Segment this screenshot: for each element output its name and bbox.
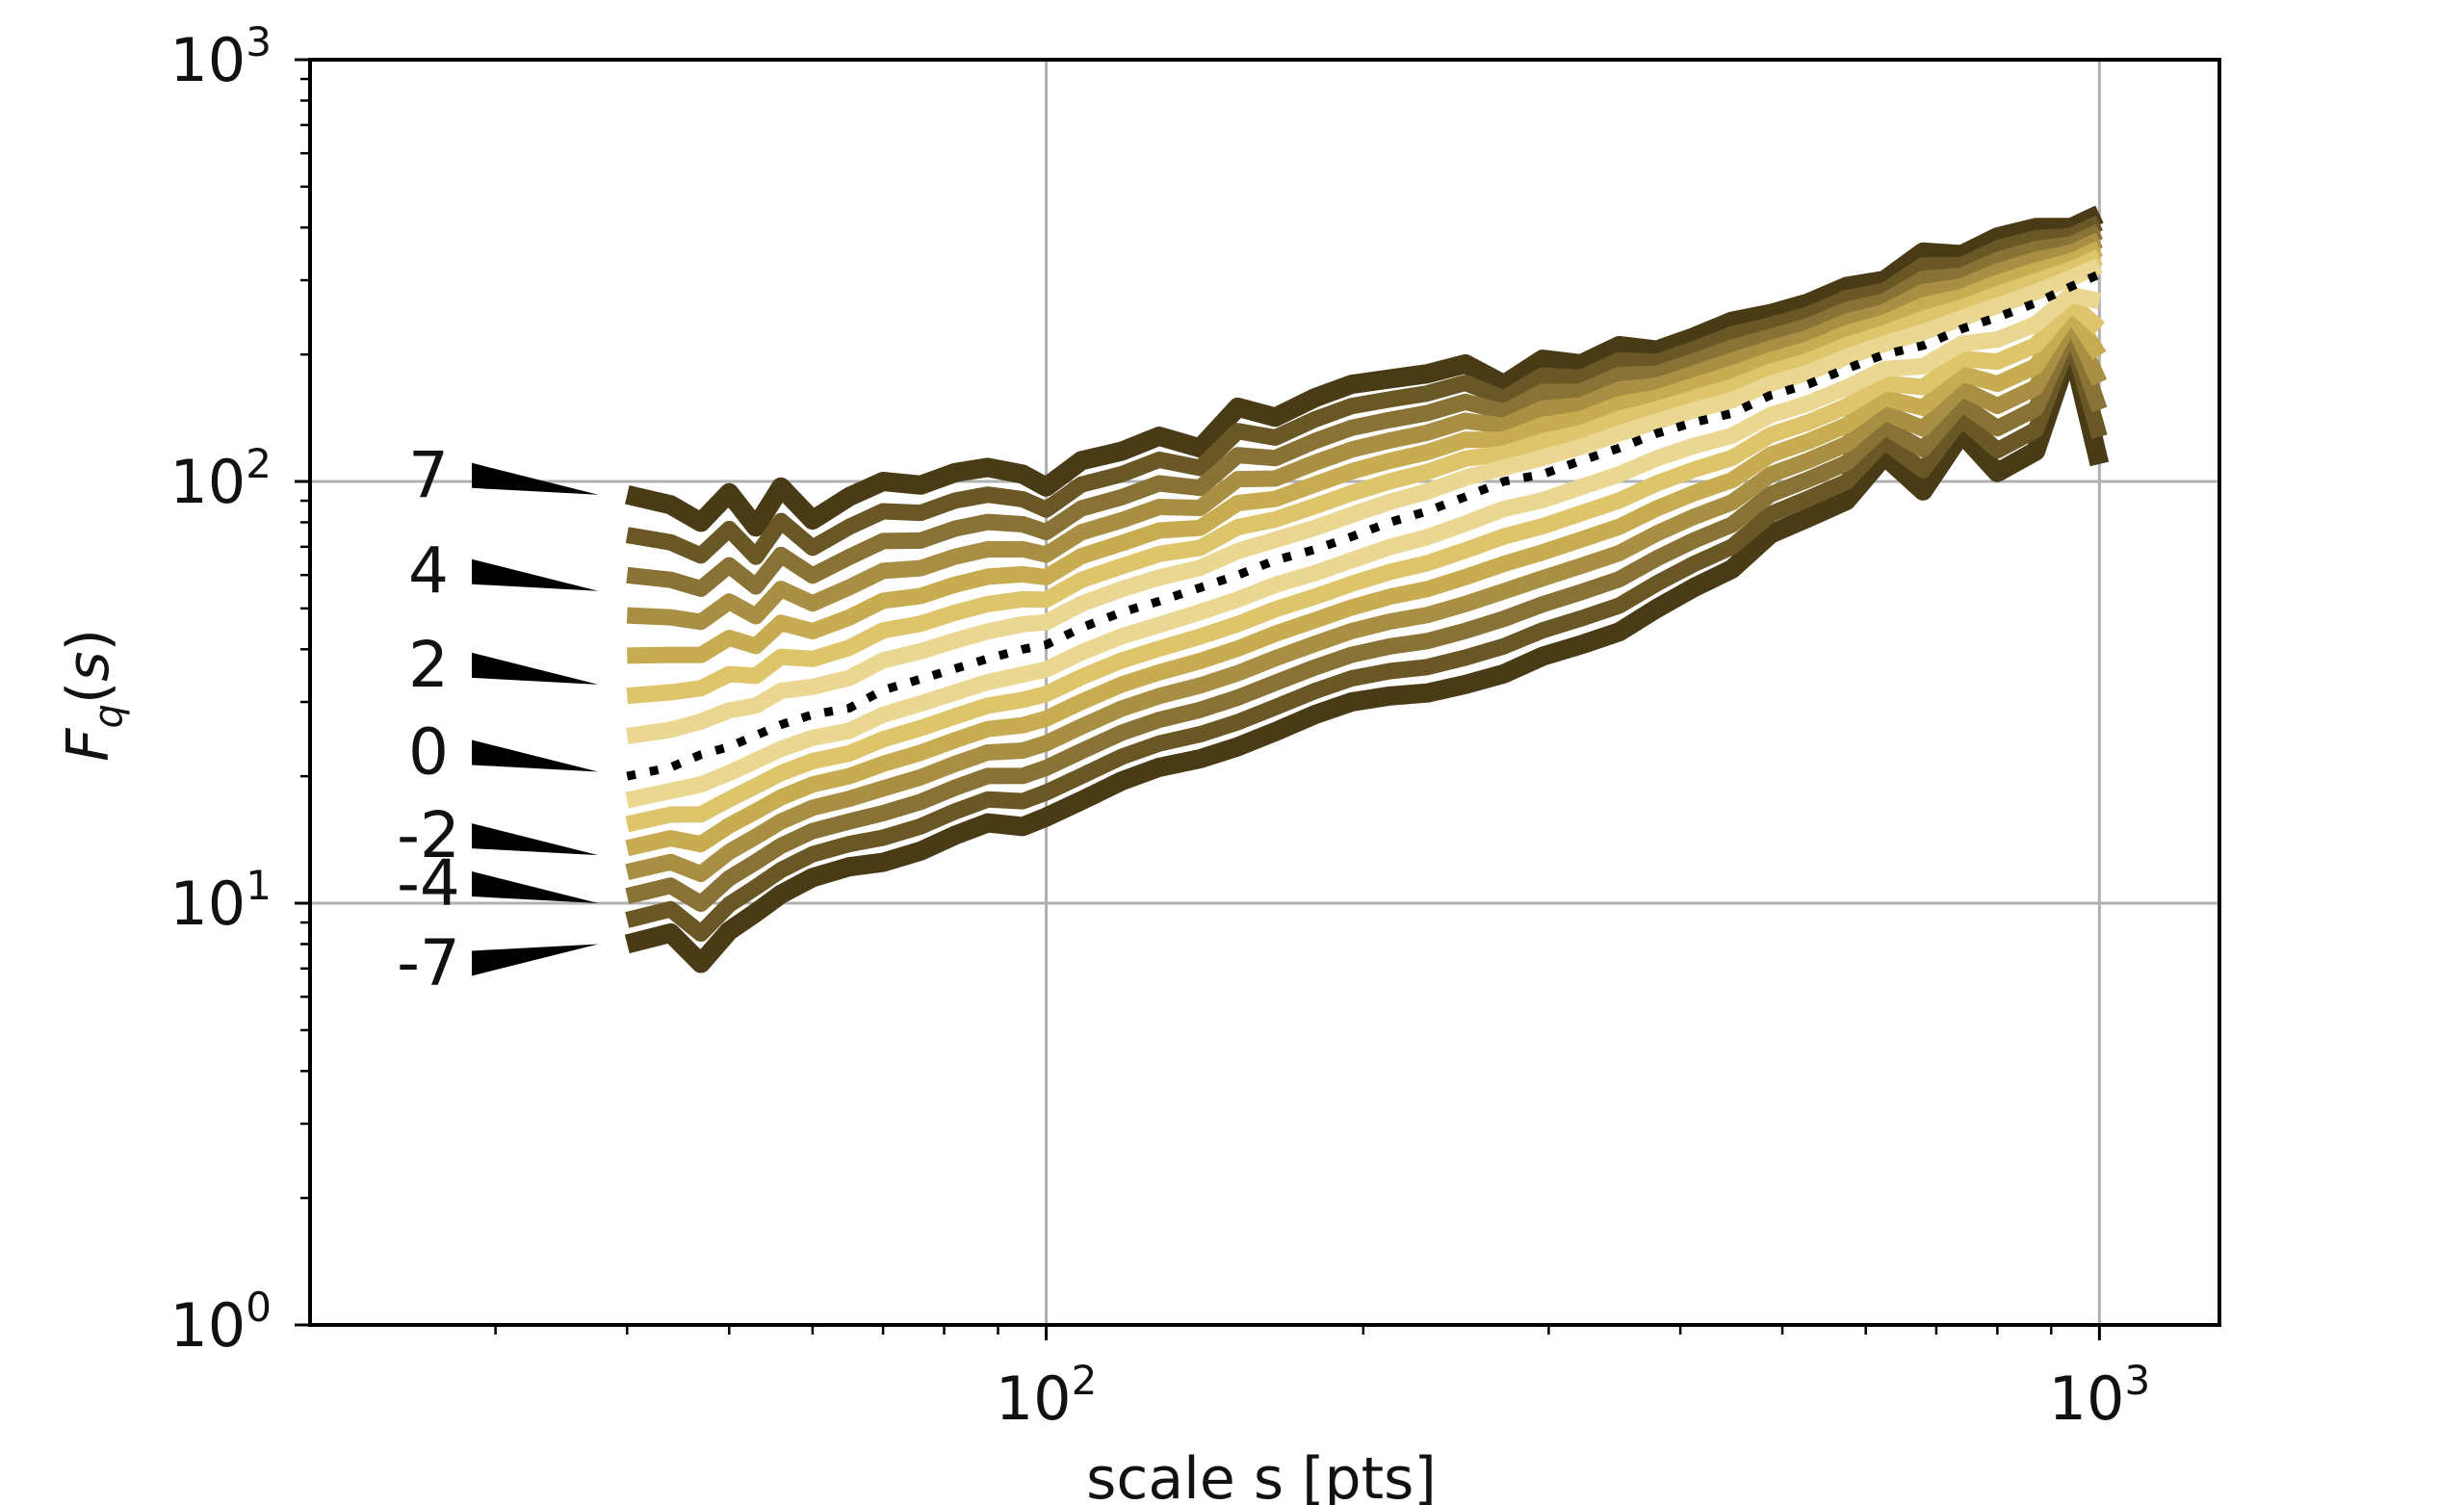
series-q-1 [626,258,2103,744]
x-tick-label: 102 [996,1357,1098,1434]
q-label: 2 [408,628,449,702]
series-q-2 [626,249,2103,705]
q-label: 7 [408,438,449,512]
q-label: -2 [397,798,460,872]
axis-ticks: 102 103 100 101 102 103 [169,18,2150,1434]
series-q--2 [625,295,2106,833]
y-tick-label: 103 [169,18,272,95]
series-q--6 [625,328,2108,942]
series-q-3 [627,241,2103,664]
series-q--5 [625,320,2108,913]
series-q--3 [625,303,2107,857]
series-q--4 [625,312,2108,883]
q-wedge-pointer [472,871,599,903]
q-label: -7 [397,925,460,999]
y-tick-label: 100 [169,1284,272,1361]
series-q--1 [625,286,2102,809]
q-annotations: 7 4 2 0 -2-4-7 [397,438,599,999]
series-q-7 [625,205,2104,537]
q-label: 4 [408,534,449,609]
q-wedge-pointer [472,652,599,685]
q-wedge-pointer [472,462,599,495]
q-wedge-pointer [472,944,599,976]
series-q--7 [624,335,2110,973]
series-q-0-dotted [626,270,2102,781]
series-q-5 [626,223,2103,597]
x-axis-label: scale s [pts] [1086,1445,1437,1505]
q-wedge-pointer [472,740,599,772]
plot-frame [308,58,2221,1327]
fluctuation-series-group [624,205,2110,973]
series-q-4 [626,232,2103,631]
y-tick-label: 101 [169,862,272,939]
q-wedge-pointer [472,558,599,591]
q-wedge-pointer [472,823,599,856]
y-tick-label: 102 [169,440,272,517]
y-axis-label: Fq(s) [55,629,131,762]
q-label: 0 [408,714,449,789]
x-tick-label: 103 [2049,1357,2151,1434]
series-q-6 [625,215,2103,565]
q-label: -4 [397,846,460,921]
